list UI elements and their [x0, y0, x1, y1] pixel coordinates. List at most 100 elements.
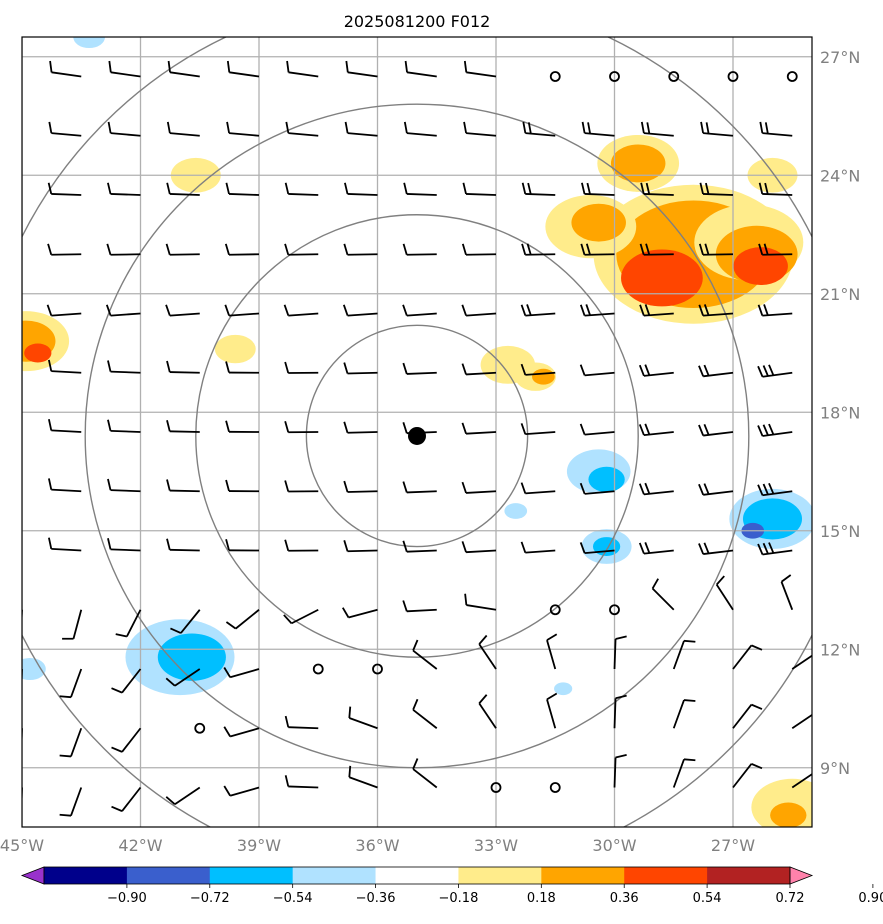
wind-barb-68: [698, 304, 734, 317]
wind-barb-129: [170, 609, 201, 634]
lon-label-1: 42°W: [118, 836, 162, 855]
wind-barb-36: [462, 182, 497, 196]
wind-barb-116: [225, 539, 260, 552]
colorbar: −0.90 −0.72 −0.54 −0.36 −0.18 0.18 0.36 0.54 0.7…: [20, 866, 883, 906]
lat-label-2: 21°N: [820, 285, 860, 304]
shading-region-12: [24, 343, 52, 363]
wind-barb-111: [757, 482, 793, 497]
wind-barb-73: [166, 360, 200, 374]
wind-barb-147: [412, 639, 438, 670]
wind-barb-110: [698, 483, 734, 496]
colorbar-label-9: 0.90: [858, 891, 883, 906]
wind-barb-35: [403, 182, 437, 196]
wind-barb-154: [22, 728, 23, 755]
wind-barb-29: [47, 182, 82, 196]
wind-barb-172: [223, 785, 260, 797]
shading-layer: [22, 37, 812, 827]
wind-barb-3: [167, 60, 200, 78]
wind-barb-59: [165, 304, 200, 317]
range-ring-0: [305, 324, 529, 548]
shading-region-26: [592, 537, 621, 557]
wind-barb-19: [285, 121, 319, 137]
colorbar-label-2: −0.54: [273, 891, 313, 906]
wind-barb-25: [640, 121, 674, 137]
wind-barb-30: [107, 182, 141, 196]
map-title: 2025081200 F012: [344, 12, 491, 31]
shading-region-24: [588, 466, 625, 493]
wind-barb-119: [402, 540, 437, 553]
wind-barb-149: [546, 633, 558, 670]
wind-barb-48: [343, 243, 378, 256]
wind-barb-161: [412, 698, 438, 729]
wind-barb-175: [412, 758, 438, 789]
calm-marker-145: [312, 663, 324, 675]
wind-barb-104: [343, 480, 378, 493]
wind-barb-16: [107, 121, 141, 137]
calm-marker-13: [786, 71, 798, 82]
lon-label-6: 27°W: [711, 836, 755, 855]
shading-region-30: [504, 503, 528, 519]
wind-barb-38: [581, 182, 615, 196]
wind-barb-75: [284, 361, 319, 374]
shading-region-17: [532, 368, 555, 385]
wind-barb-46: [224, 243, 260, 256]
wind-barb-141: [59, 668, 83, 699]
lon-label-0: 45°W: [0, 836, 44, 855]
wind-barb-47: [284, 243, 319, 256]
wind-barb-65: [520, 304, 556, 317]
wind-barb-78: [461, 363, 497, 376]
wind-barb-88: [225, 420, 260, 433]
wind-barb-52: [580, 243, 615, 256]
wind-barb-130: [225, 609, 260, 630]
colorbar-swatch-2: [126, 867, 211, 884]
wind-barb-53: [639, 243, 674, 256]
shading-region-22: [157, 633, 226, 681]
calm-marker-135: [549, 604, 561, 616]
colorbar-label-1: −0.72: [190, 891, 230, 906]
wind-barb-1: [49, 60, 82, 78]
colorbar-frame: [43, 866, 791, 885]
shading-region-9: [571, 203, 626, 242]
wind-barb-51: [521, 243, 556, 256]
wind-barb-5: [286, 60, 319, 78]
wind-barb-6: [345, 60, 378, 78]
calm-marker-10: [609, 71, 620, 82]
wind-barb-124: [698, 542, 734, 555]
colorbar-swatch-7: [541, 867, 625, 884]
wind-barb-97: [757, 423, 793, 437]
wind-barb-0: [22, 75, 23, 77]
colorbar-label-6: 0.36: [610, 891, 639, 906]
wind-barb-117: [284, 539, 319, 552]
calm-marker-12: [727, 71, 739, 82]
colorbar-swatch-9: [707, 867, 791, 884]
wind-barb-159: [284, 715, 319, 730]
wind-barb-45: [165, 243, 200, 256]
wind-barb-152: [732, 644, 763, 670]
shading-region-5: [733, 247, 788, 286]
wind-barb-90: [343, 421, 378, 434]
map-panel: [21, 36, 813, 828]
wind-barb-8: [463, 60, 497, 78]
wind-barb-170: [111, 786, 142, 812]
wind-barb-155: [59, 727, 83, 758]
wind-barb-122: [579, 542, 615, 555]
wind-barb-62: [342, 304, 378, 317]
colorbar-label-4: −0.18: [439, 891, 479, 906]
wind-barb-134: [464, 593, 497, 611]
wind-barb-140: [22, 669, 23, 695]
wind-barb-14: [22, 134, 23, 136]
longitude-labels: 45°W 42°W 39°W 36°W 33°W 30°W 27°W: [0, 836, 755, 855]
colorbar-swatch-1: [44, 867, 128, 884]
wind-barb-82: [698, 364, 734, 378]
wind-barb-112: [22, 549, 23, 551]
wind-barb-76: [343, 362, 378, 375]
lat-label-0: 27°N: [820, 48, 860, 67]
lon-label-4: 33°W: [474, 836, 518, 855]
wind-barb-24: [581, 121, 615, 137]
wind-barb-102: [225, 479, 260, 493]
wind-barb-34: [344, 182, 378, 196]
wind-barb-69: [757, 304, 793, 317]
wind-barb-96: [698, 423, 734, 437]
wind-barb-126: [22, 609, 23, 627]
